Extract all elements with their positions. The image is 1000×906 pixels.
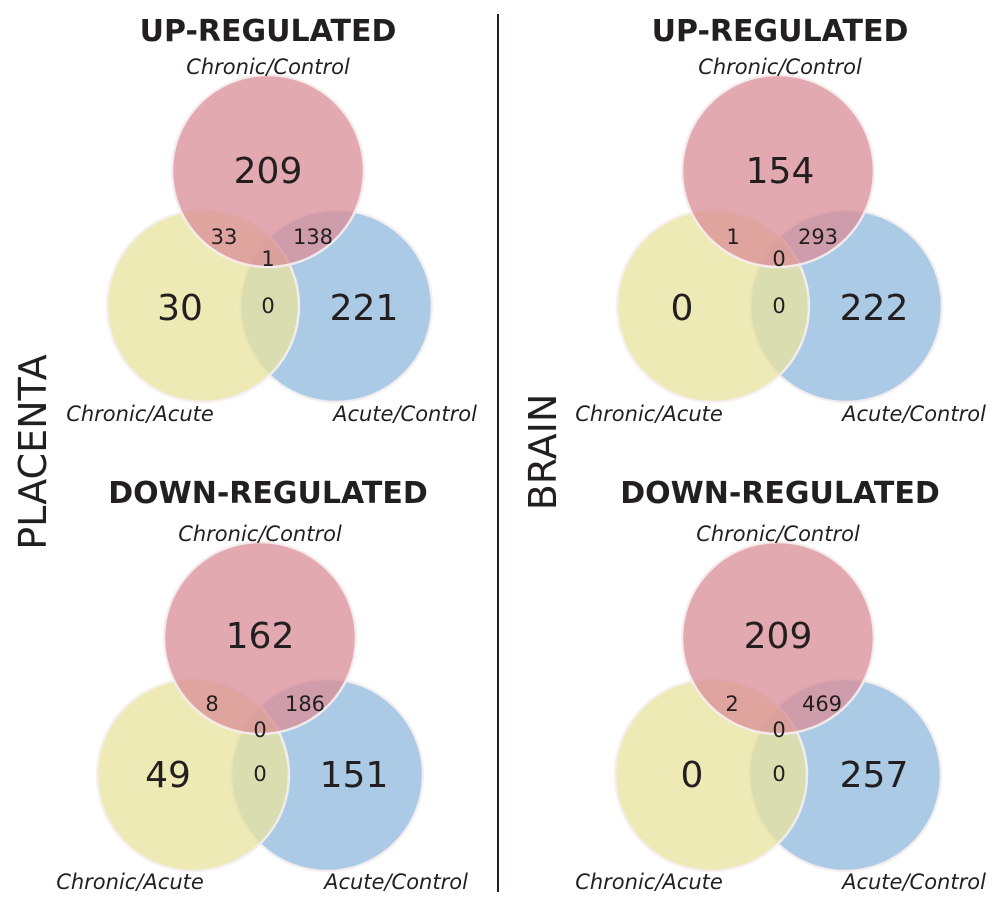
count-chronic-acute-and-acute-control: 0 [772,294,785,318]
set-label-chronic-acute: Chronic/Acute [66,402,214,426]
circle-chronic-control [170,73,366,269]
count-only-chronic-control: 209 [234,151,303,192]
set-label-acute-control: Acute/Control [840,870,986,894]
venn-placenta-down: DOWN-REGULATED Chronic/Control 162 49 15… [56,476,468,894]
count-all-three: 1 [261,247,274,271]
circle-chronic-control [680,540,876,736]
count-chronic-acute-and-acute-control: 0 [772,762,785,786]
set-label-chronic-control: Chronic/Control [186,55,350,79]
count-all-three: 0 [253,718,266,742]
count-chronic-acute-and-acute-control: 0 [261,294,274,318]
venn-title: UP-REGULATED [652,14,909,49]
count-chronic-control-and-chronic-acute: 8 [205,692,218,716]
count-chronic-control-and-acute-control: 186 [285,692,325,716]
venn-title: DOWN-REGULATED [108,476,428,511]
count-only-chronic-control: 209 [744,616,813,657]
count-only-acute-control: 151 [320,755,389,796]
set-label-chronic-control: Chronic/Control [178,522,342,546]
circle-chronic-control [680,73,876,269]
count-chronic-control-and-acute-control: 138 [293,225,333,249]
set-label-chronic-acute: Chronic/Acute [575,870,723,894]
set-label-chronic-acute: Chronic/Acute [56,870,204,894]
set-label-chronic-control: Chronic/Control [696,522,860,546]
count-only-chronic-acute: 0 [681,755,704,796]
venn-brain-down: DOWN-REGULATED Chronic/Control 209 0 257… [575,476,986,894]
count-only-chronic-acute: 0 [671,288,694,329]
set-label-acute-control: Acute/Control [840,402,986,426]
count-chronic-control-and-acute-control: 469 [802,692,842,716]
count-chronic-control-and-chronic-acute: 1 [726,225,739,249]
count-only-acute-control: 221 [330,288,399,329]
count-only-chronic-control: 162 [226,616,295,657]
tissue-label-placenta: PLACENTA [11,354,55,550]
count-only-chronic-acute: 49 [145,755,191,796]
venn-title: UP-REGULATED [140,14,397,49]
count-only-chronic-control: 154 [746,151,815,192]
count-only-acute-control: 257 [840,755,909,796]
count-only-chronic-acute: 30 [157,288,203,329]
tissue-label-brain: BRAIN [521,394,565,511]
venn-placenta-up: UP-REGULATED Chronic/Control 209 30 221 … [66,14,477,426]
count-chronic-control-and-chronic-acute: 33 [211,225,238,249]
count-all-three: 0 [772,718,785,742]
set-label-chronic-control: Chronic/Control [698,55,862,79]
count-only-acute-control: 222 [840,288,909,329]
count-chronic-control-and-acute-control: 293 [798,225,838,249]
venn-title: DOWN-REGULATED [620,476,940,511]
count-chronic-control-and-chronic-acute: 2 [725,692,738,716]
count-chronic-acute-and-acute-control: 0 [253,762,266,786]
venn-brain-up: UP-REGULATED Chronic/Control 154 0 222 1… [575,14,986,426]
count-all-three: 0 [772,247,785,271]
set-label-acute-control: Acute/Control [331,402,477,426]
set-label-chronic-acute: Chronic/Acute [575,402,723,426]
set-label-acute-control: Acute/Control [322,870,468,894]
circle-chronic-control [162,540,358,736]
